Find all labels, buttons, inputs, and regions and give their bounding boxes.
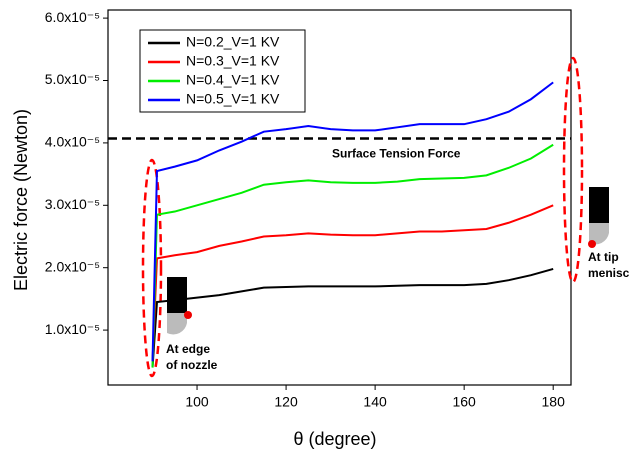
nozzle-icon [167,277,192,335]
annotation: of nozzle [166,358,218,372]
highlight-ellipse [141,158,163,378]
reference-label: Surface Tension Force [332,147,461,161]
y-tick-label: 3.0x10⁻⁵ [45,196,100,212]
annotation: menisc [588,266,630,280]
series-line [151,204,554,362]
legend-label: N=0.4_V=1 KV [186,72,280,88]
y-tick-label: 2.0x10⁻⁵ [45,258,100,274]
highlight-ellipse [562,56,584,284]
legend-label: N=0.2_V=1 KV [186,34,280,50]
legend-label: N=0.5_V=1 KV [186,91,280,107]
y-tick-label: 6.0x10⁻⁵ [45,9,100,25]
x-tick-label: 180 [542,394,566,410]
plot-frame [107,9,572,386]
series-line [151,81,554,362]
x-tick-label: 160 [452,394,476,410]
tip-icon [588,187,609,248]
y-tick-label: 5.0x10⁻⁵ [45,71,100,87]
x-tick-label: 100 [185,394,209,410]
y-axis-label: Electric force (Newton) [11,109,31,291]
annotation: At tip [588,250,619,264]
x-tick-label: 140 [363,394,387,410]
x-tick-label: 120 [274,394,298,410]
legend-label: N=0.3_V=1 KV [186,53,280,69]
annotation: At edge [166,342,210,356]
y-tick-label: 4.0x10⁻⁵ [45,134,100,150]
y-tick-label: 1.0x10⁻⁵ [45,321,100,337]
series-line [151,267,554,368]
series-line [151,143,554,368]
x-axis-label: θ (degree) [293,429,376,449]
